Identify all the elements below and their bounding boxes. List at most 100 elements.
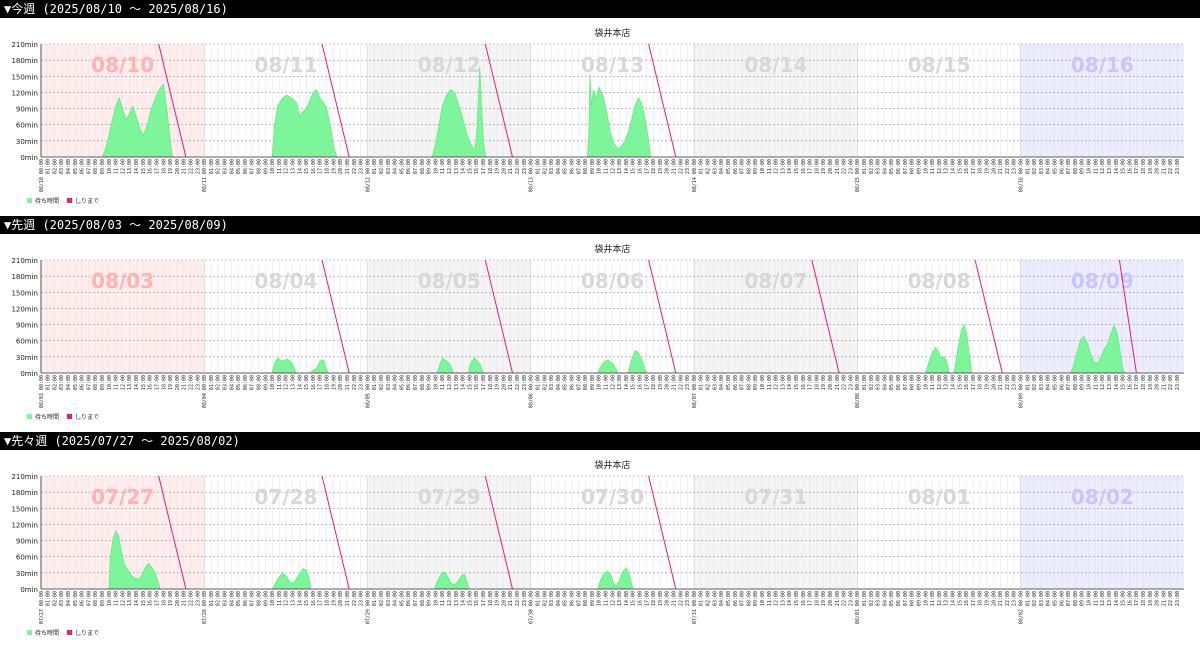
x-tick-label: 02:00	[216, 375, 222, 390]
x-tick-label: 21:00	[672, 591, 678, 606]
x-tick-label: 19:00	[658, 591, 664, 606]
x-tick-label: 20:00	[1155, 159, 1161, 174]
x-tick-label: 03:00	[1039, 591, 1045, 606]
x-tick-label: 06:00	[733, 591, 739, 606]
x-tick-label: 12:00	[937, 375, 943, 390]
x-tick-label: 20:00	[828, 375, 834, 390]
x-tick-label: 18:00	[325, 375, 331, 390]
x-tick-label: 14:00	[951, 591, 957, 606]
x-tick-label: 08:00	[910, 591, 916, 606]
x-tick-label: 20:00	[501, 159, 507, 174]
x-tick-label: 03:00	[712, 159, 718, 174]
panel-header: ▼先々週 (2025/07/27 〜 2025/08/02)	[0, 432, 1200, 450]
x-tick-label: 17:00	[808, 375, 814, 390]
x-tick-label: 05:00	[889, 159, 895, 174]
x-tick-label: 08:00	[1073, 159, 1079, 174]
x-tick-label: 11:00	[277, 375, 283, 390]
x-tick-label: 08:00	[1073, 591, 1079, 606]
x-tick-label: 09:00	[753, 591, 759, 606]
until-line	[484, 475, 513, 590]
x-tick-label: 20:00	[338, 375, 344, 390]
x-tick-label: 12:00	[447, 159, 453, 174]
x-tick-label: 13:00	[617, 159, 623, 174]
x-tick-label: 08:00	[257, 591, 263, 606]
x-tick-label: 05:00	[563, 375, 569, 390]
x-tick-label: 17:00	[318, 159, 324, 174]
x-tick-label: 13:00	[1107, 591, 1113, 606]
x-tick-label: 08:00	[583, 591, 589, 606]
x-tick-label: 08/05 00:00	[365, 375, 371, 408]
day-label: 08/10	[91, 53, 154, 77]
x-tick-label: 09:00	[917, 591, 923, 606]
x-tick-label: 03:00	[549, 591, 555, 606]
x-tick-label: 03:00	[876, 375, 882, 390]
x-tick-label: 16:00	[964, 375, 970, 390]
x-tick-label: 03:00	[59, 591, 65, 606]
x-tick-label: 05:00	[73, 591, 79, 606]
x-tick-label: 08:00	[420, 375, 426, 390]
x-tick-label: 13:00	[944, 159, 950, 174]
x-tick-label: 07:00	[413, 159, 419, 174]
x-tick-label: 19:00	[658, 375, 664, 390]
x-tick-label: 19:00	[168, 375, 174, 390]
x-tick-label: 02:00	[1032, 159, 1038, 174]
x-tick-label: 01:00	[209, 159, 215, 174]
x-tick-label: 01:00	[46, 375, 52, 390]
legend-until-swatch	[67, 414, 72, 419]
y-tick-label: 120min	[11, 521, 38, 529]
x-tick-label: 06:00	[570, 375, 576, 390]
y-tick-label: 210min	[11, 473, 38, 481]
x-tick-label: 23:00	[848, 159, 854, 174]
x-tick-label: 07/31 00:00	[692, 591, 698, 624]
x-tick-label: 14:00	[461, 591, 467, 606]
wait-area	[597, 566, 634, 590]
x-tick-label: 18:00	[488, 159, 494, 174]
x-tick-label: 05:00	[236, 159, 242, 174]
x-tick-label: 23:00	[1012, 591, 1018, 606]
x-tick-label: 02:00	[52, 591, 58, 606]
day-label: 08/12	[418, 53, 481, 77]
x-tick-label: 15:00	[304, 375, 310, 390]
until-line	[158, 43, 187, 158]
x-tick-label: 01:00	[536, 375, 542, 390]
x-tick-label: 21:00	[1161, 591, 1167, 606]
x-tick-label: 23:00	[522, 375, 528, 390]
x-tick-label: 13:00	[127, 159, 133, 174]
y-tick-label: 180min	[11, 57, 38, 65]
x-tick-label: 16:00	[964, 159, 970, 174]
x-tick-label: 02:00	[379, 375, 385, 390]
x-tick-label: 14:00	[134, 591, 140, 606]
x-tick-label: 04:00	[229, 159, 235, 174]
x-tick-label: 21:00	[345, 159, 351, 174]
x-tick-label: 10:00	[107, 591, 113, 606]
x-tick-label: 05:00	[73, 375, 79, 390]
x-tick-label: 07:00	[740, 591, 746, 606]
x-tick-label: 19:00	[495, 159, 501, 174]
x-tick-label: 18:00	[488, 375, 494, 390]
x-tick-label: 01:00	[1025, 375, 1031, 390]
x-tick-label: 03:00	[1039, 375, 1045, 390]
x-tick-label: 01:00	[209, 591, 215, 606]
x-tick-label: 14:00	[951, 159, 957, 174]
x-tick-label: 02:00	[542, 375, 548, 390]
y-tick-label: 30min	[16, 354, 38, 362]
x-tick-label: 08/16 00:00	[1019, 159, 1025, 192]
x-tick-label: 17:00	[155, 159, 161, 174]
legend-until-label: しりまで	[75, 198, 99, 205]
x-tick-label: 11:00	[277, 591, 283, 606]
x-tick-label: 01:00	[1025, 159, 1031, 174]
x-tick-label: 08/08 00:00	[855, 375, 861, 408]
x-tick-label: 04:00	[882, 159, 888, 174]
until-line	[1118, 259, 1137, 374]
x-tick-label: 05:00	[563, 159, 569, 174]
x-tick-label: 14:00	[134, 159, 140, 174]
x-tick-label: 22:00	[515, 159, 521, 174]
x-tick-label: 01:00	[862, 159, 868, 174]
x-tick-label: 21:00	[672, 159, 678, 174]
x-tick-label: 22:00	[189, 375, 195, 390]
x-tick-label: 19:00	[331, 375, 337, 390]
x-tick-label: 21:00	[182, 375, 188, 390]
x-tick-label: 09:00	[590, 375, 596, 390]
x-tick-label: 20:00	[501, 591, 507, 606]
day-label: 07/29	[418, 485, 481, 509]
